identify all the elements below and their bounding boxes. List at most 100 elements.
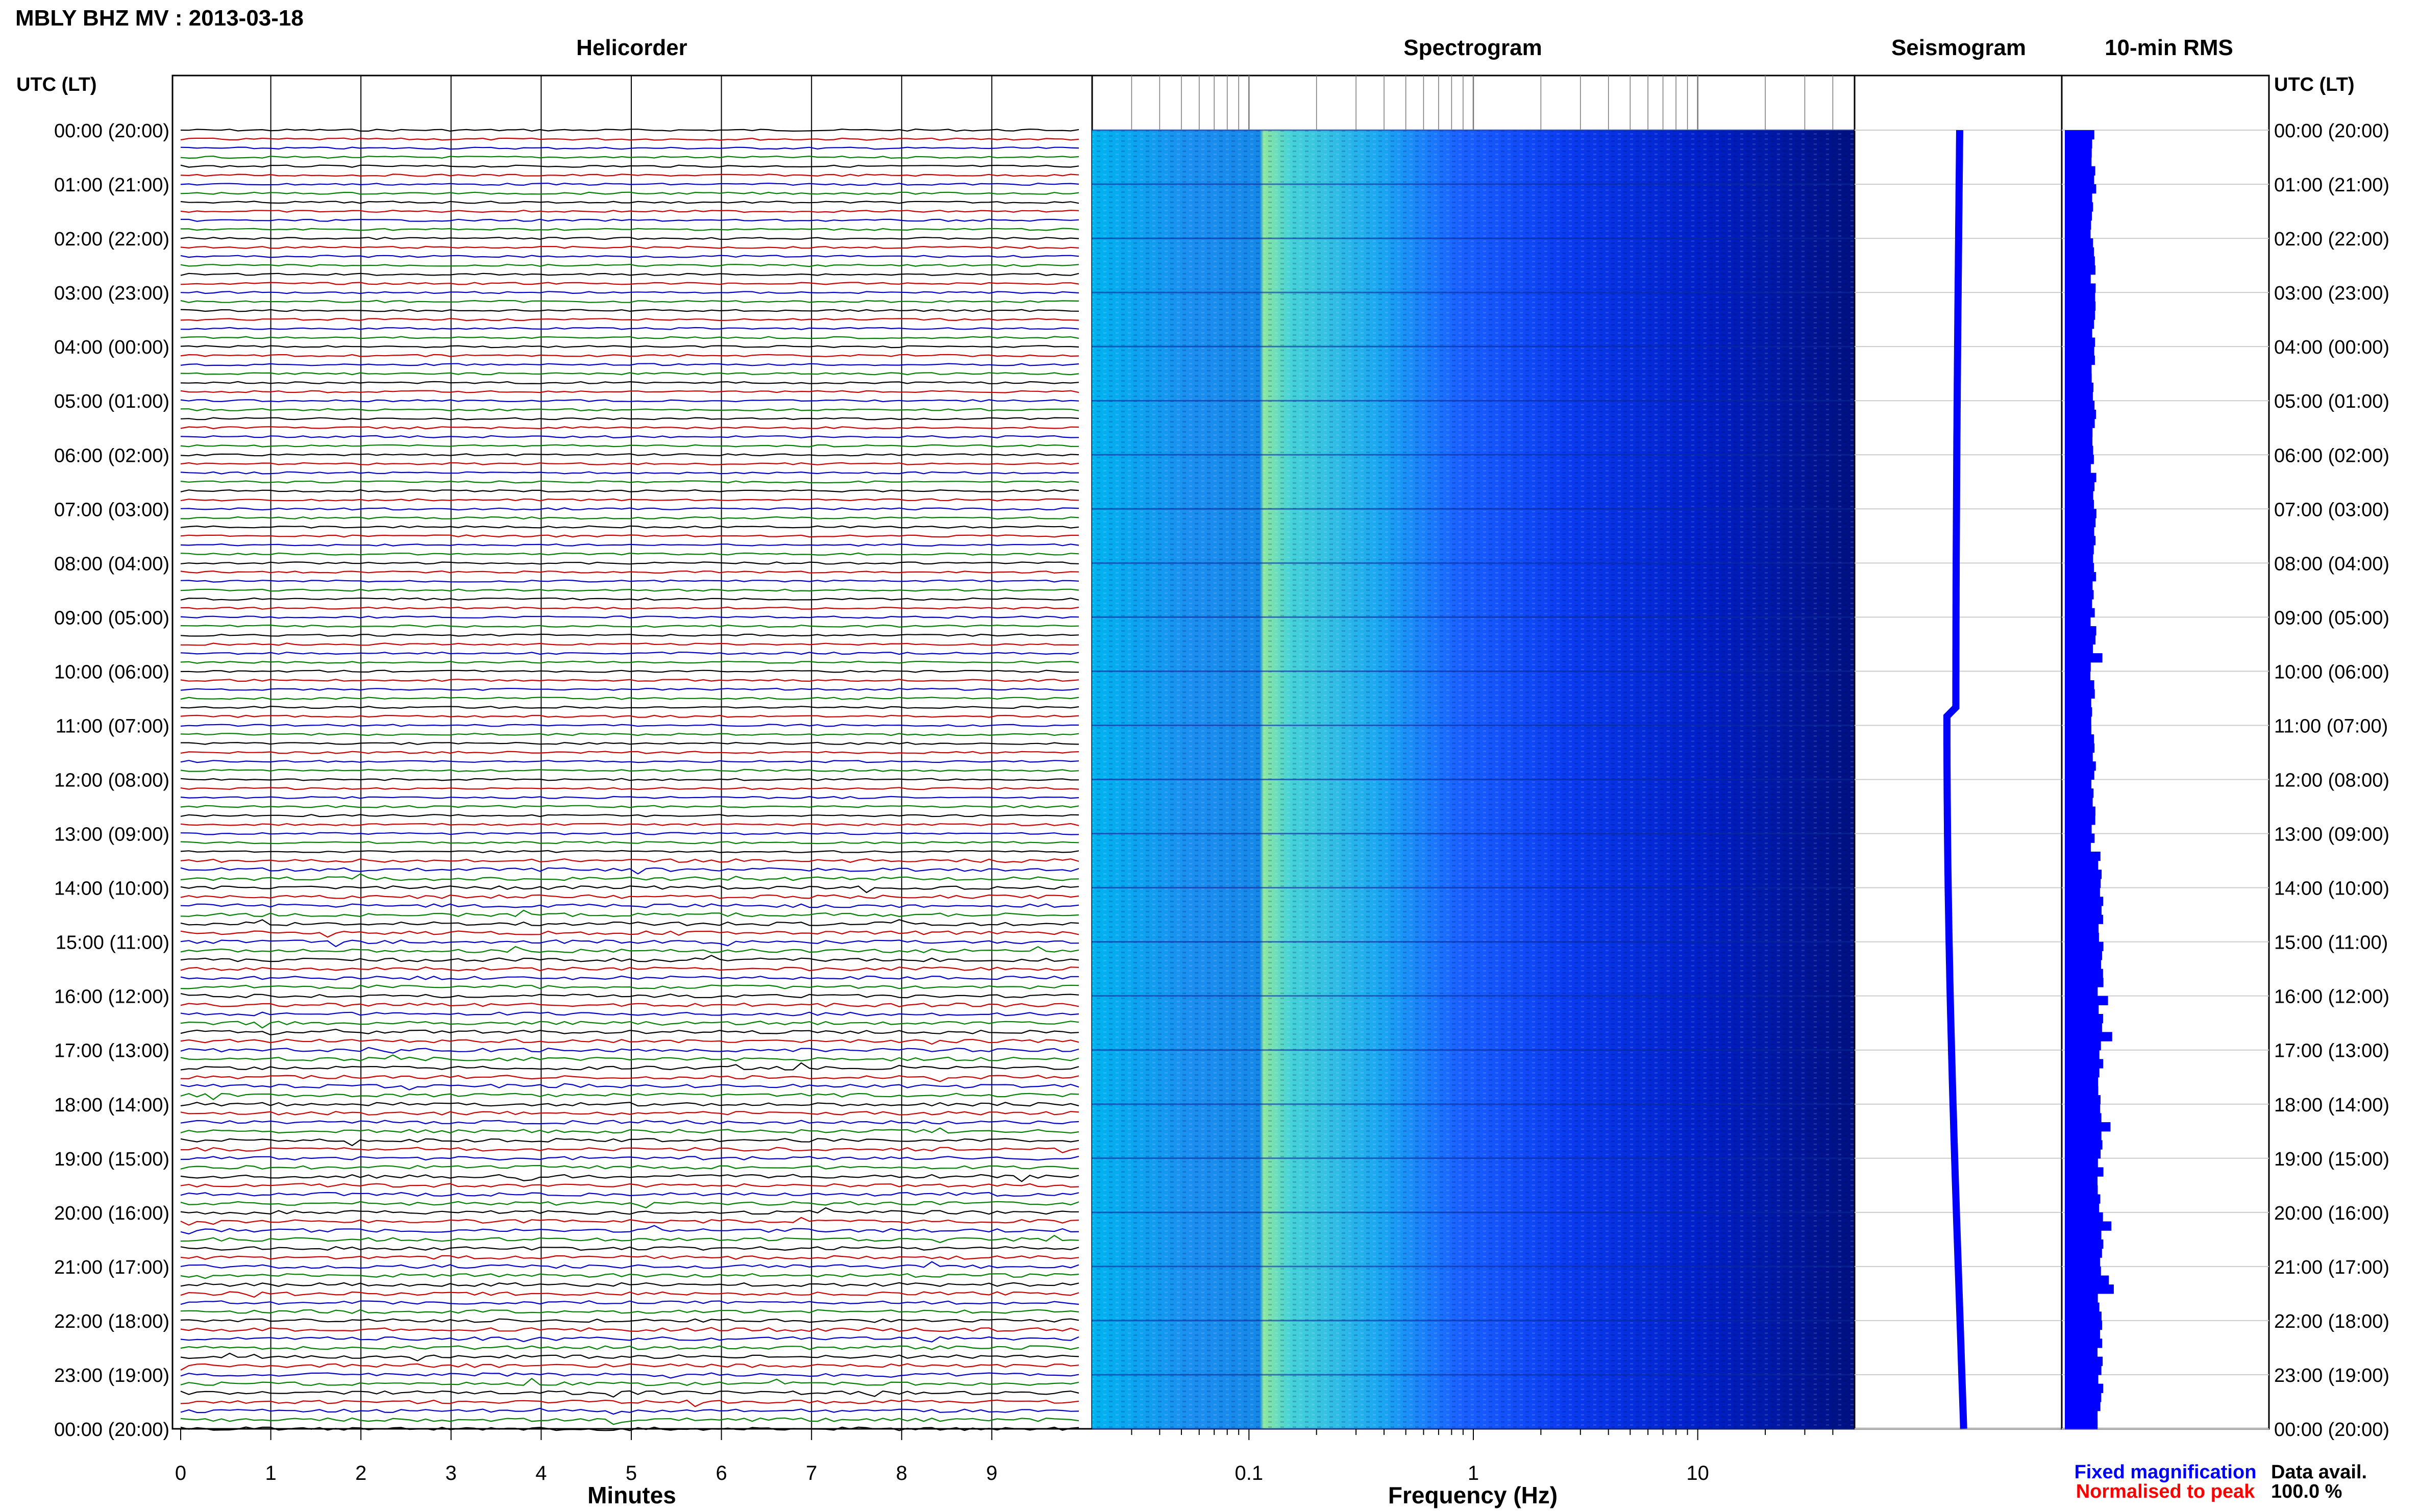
rms-bar <box>2065 860 2099 870</box>
rms-bar <box>2065 554 2093 563</box>
helicorder-trace-line <box>180 805 1079 808</box>
time-label: 17:00 (13:00) <box>2274 1040 2389 1062</box>
rms-bar <box>2065 986 2098 997</box>
helicorder-trace-line <box>180 1273 1079 1279</box>
rms-bar <box>2065 428 2093 437</box>
minute-tick-label: 5 <box>626 1462 637 1484</box>
helicorder-trace-line <box>180 1093 1079 1101</box>
helicorder-trace-line <box>180 760 1079 763</box>
helicorder-trace-line <box>180 1255 1079 1260</box>
time-label: 22:00 (18:00) <box>54 1311 169 1332</box>
rms-bar <box>2065 445 2093 455</box>
helicorder-trace-line <box>180 903 1079 908</box>
rms-bar <box>2065 752 2093 762</box>
rms-bar <box>2065 932 2099 943</box>
time-label: 06:00 (02:00) <box>2274 445 2389 466</box>
rms-bar <box>2065 1248 2102 1258</box>
rms-bar <box>2065 256 2095 266</box>
spectrogram-gridlines <box>1092 76 1855 1430</box>
rms-bar <box>2065 1266 2101 1276</box>
time-label: 17:00 (13:00) <box>54 1040 169 1062</box>
rms-bar <box>2065 473 2096 482</box>
time-label: 11:00 (07:00) <box>2274 715 2388 737</box>
rms-bar <box>2065 770 2094 780</box>
helicorder-trace-line <box>180 164 1079 168</box>
helicorder-trace-line <box>180 1047 1079 1054</box>
rms-bar <box>2065 374 2092 383</box>
rms-bar <box>2065 1140 2103 1150</box>
helicorder-trace-line <box>180 426 1079 430</box>
helicorder-trace-line <box>180 873 1079 881</box>
rms-bar <box>2065 887 2100 897</box>
helicorder-trace-line <box>180 327 1079 330</box>
rms-bar <box>2065 301 2096 311</box>
helicorder-trace-line <box>180 1011 1079 1017</box>
rms-bar <box>2065 409 2096 419</box>
helicorder-trace-line <box>180 955 1079 962</box>
helicorder-trace-line <box>180 191 1079 195</box>
helicorder-trace-line <box>180 1110 1079 1116</box>
rms-bars <box>2065 130 2114 1429</box>
helicorder-trace-line <box>180 909 1079 918</box>
time-label: 13:00 (09:00) <box>54 824 169 846</box>
helicorder-trace-line <box>180 894 1079 899</box>
rms-bar <box>2065 490 2093 501</box>
rms-bar <box>2065 463 2091 474</box>
helicorder-trace-line <box>180 732 1079 736</box>
rms-bar <box>2065 1068 2100 1078</box>
helicorder-trace-line <box>180 919 1079 926</box>
time-label: 09:00 (05:00) <box>2274 607 2389 629</box>
rms-bar <box>2065 1167 2104 1177</box>
helicorder-trace-line <box>180 993 1079 999</box>
helicorder-trace-line <box>180 182 1079 186</box>
helicorder-trace-line <box>181 218 1079 222</box>
time-label: 08:00 (04:00) <box>54 553 169 575</box>
time-label: 21:00 (17:00) <box>54 1257 169 1278</box>
time-label: 18:00 (14:00) <box>2274 1095 2389 1116</box>
time-label: 20:00 (16:00) <box>54 1203 169 1224</box>
helicorder-panel <box>171 75 1093 1431</box>
rms-bar <box>2065 680 2094 690</box>
helicorder-trace-line <box>180 1164 1079 1170</box>
rms-bar <box>2065 319 2094 329</box>
helicorder-trace-line <box>180 1201 1079 1209</box>
helicorder-trace-line <box>180 687 1079 691</box>
minute-tick-label: 1 <box>265 1462 276 1484</box>
time-label: 16:00 (12:00) <box>54 986 169 1008</box>
rms-bar <box>2065 617 2091 627</box>
helicorder-trace-line <box>180 651 1079 655</box>
rms-bar <box>2065 482 2095 491</box>
helicorder-trace-line <box>180 1345 1079 1350</box>
time-label: 23:00 (19:00) <box>2274 1365 2389 1386</box>
helicorder-trace-line <box>180 1127 1079 1134</box>
helicorder-trace-line <box>180 1137 1079 1147</box>
time-label: 02:00 (22:00) <box>54 229 169 250</box>
minutes-ticks: 0 1 2 3 4 5 6 7 8 9 <box>175 1429 998 1484</box>
rms-bar <box>2065 1339 2103 1348</box>
helicorder-trace-line <box>180 146 1079 150</box>
frequency-tick-label: 1 <box>1468 1462 1479 1484</box>
helicorder-trace-line <box>180 633 1079 637</box>
helicorder-trace-line <box>180 543 1079 547</box>
helicorder-trace-line <box>180 1120 1079 1125</box>
rms-bar <box>2065 401 2095 410</box>
time-label: 09:00 (05:00) <box>54 607 169 629</box>
rms-bar <box>2065 455 2094 464</box>
time-label: 01:00 (21:00) <box>54 175 169 196</box>
rms-bar <box>2065 418 2095 428</box>
rms-bar <box>2065 1230 2102 1240</box>
rms-bar <box>2065 1284 2114 1294</box>
helicorder-trace-line <box>180 372 1079 376</box>
helicorder-trace-line <box>180 525 1079 529</box>
time-label: 12:00 (08:00) <box>54 770 169 791</box>
helicorder-trace-line <box>180 1318 1079 1323</box>
rms-bar <box>2065 815 2095 825</box>
time-label: 06:00 (02:00) <box>54 445 169 466</box>
helicorder-trace-line <box>180 1336 1079 1343</box>
helicorder-trace-line <box>180 579 1079 583</box>
minute-tick-label: 0 <box>175 1462 186 1484</box>
time-label: 15:00 (11:00) <box>2274 932 2388 954</box>
helicorder-trace-line <box>180 1407 1079 1415</box>
helicorder-trace-line <box>180 823 1079 826</box>
rms-bar <box>2065 148 2092 158</box>
